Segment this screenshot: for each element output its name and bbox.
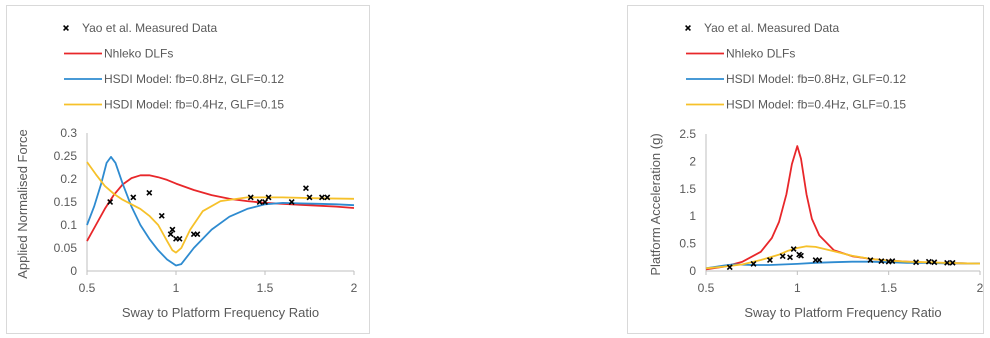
force-legend-marker-0 <box>63 25 69 31</box>
accel-y-tick-label: 0 <box>689 264 696 278</box>
accel-data-point <box>889 258 896 265</box>
force-y-tick-label: 0.2 <box>60 172 77 186</box>
force-data-point <box>158 212 165 219</box>
accel-data-point <box>913 259 920 266</box>
accel-x-tick-label: 1 <box>794 281 801 295</box>
accel-y-tick-label: 2.5 <box>679 127 696 141</box>
accel-data-point <box>944 259 951 266</box>
accel-legend-label-0: Yao et al. Measured Data <box>704 21 840 35</box>
force-data-point <box>306 194 313 201</box>
accel-x-tick-label: 2 <box>977 281 984 295</box>
accel-data-point <box>790 246 797 253</box>
force-data-point <box>146 189 153 196</box>
force-data-point <box>262 199 268 205</box>
accel-legend-label-3: HSDI Model: fb=0.4Hz, GLF=0.15 <box>726 98 906 112</box>
accel-y-tick-label: 1 <box>689 209 696 223</box>
force-data-point <box>256 199 263 205</box>
accel-y-tick-label: 0.5 <box>679 237 696 251</box>
force-data-point <box>176 235 183 242</box>
force-legend-label-2: HSDI Model: fb=0.8Hz, GLF=0.12 <box>104 72 284 86</box>
force-y-tick-label: 0 <box>70 264 77 278</box>
force-data-point <box>247 194 254 201</box>
force-y-tick-label: 0.1 <box>60 218 77 232</box>
accel-data-point <box>798 252 804 259</box>
force-series-line-3 <box>86 161 355 254</box>
accel-data-point <box>925 258 932 265</box>
force-data-point <box>169 226 176 233</box>
force-data-point <box>288 199 295 205</box>
accel-data-point <box>878 258 885 265</box>
accel-y-tick-label: 1.5 <box>679 182 696 196</box>
force-x-tick-label: 2 <box>351 281 358 295</box>
accel-data-point <box>931 259 938 266</box>
accel-x-tick-label: 0.5 <box>698 281 715 295</box>
accel-data-point <box>867 257 874 264</box>
force-data-point <box>318 194 325 201</box>
force-y-axis-title: Applied Normalised Force <box>15 129 30 279</box>
force-series-line-2 <box>86 156 355 267</box>
accel-data-point <box>766 257 773 264</box>
force-data-point <box>324 194 331 201</box>
force-legend-label-1: Nhleko DLFs <box>104 47 173 61</box>
force-data-point <box>302 185 309 192</box>
accel-x-axis-title: Sway to Platform Frequency Ratio <box>744 305 941 320</box>
accel-legend-label-1: Nhleko DLFs <box>726 47 795 61</box>
accel-legend-label-2: HSDI Model: fb=0.8Hz, GLF=0.12 <box>726 72 906 86</box>
accel-legend-marker-0 <box>685 25 691 31</box>
force-legend-label-0: Yao et al. Measured Data <box>82 21 218 35</box>
force-y-tick-label: 0.05 <box>54 241 78 255</box>
force-data-point <box>107 199 114 205</box>
chart-panel-force <box>6 5 370 334</box>
force-data-point <box>130 194 137 201</box>
force-series-line-1 <box>86 174 355 242</box>
chart-panel-acceleration <box>627 5 984 334</box>
accel-data-point <box>779 253 786 260</box>
force-x-tick-label: 1.5 <box>257 281 274 295</box>
accel-series-line-1 <box>705 145 981 271</box>
force-y-tick-label: 0.3 <box>60 126 77 140</box>
accel-y-tick-label: 2 <box>689 154 696 168</box>
accel-y-axis-title: Platform Acceleration (g) <box>648 133 663 275</box>
force-y-tick-label: 0.25 <box>54 149 78 163</box>
accel-data-point <box>816 257 823 264</box>
force-data-point <box>167 231 174 238</box>
accel-data-point <box>750 260 757 267</box>
accel-data-point <box>787 254 793 261</box>
force-x-axis-title: Sway to Platform Frequency Ratio <box>122 305 319 320</box>
force-y-tick-label: 0.15 <box>54 195 78 209</box>
accel-data-point <box>949 259 956 266</box>
force-data-point <box>194 231 201 238</box>
force-x-tick-label: 0.5 <box>79 281 96 295</box>
force-x-tick-label: 1 <box>173 281 180 295</box>
accel-x-tick-label: 1.5 <box>880 281 897 295</box>
force-data-point <box>265 194 272 201</box>
force-legend-label-3: HSDI Model: fb=0.4Hz, GLF=0.15 <box>104 98 284 112</box>
accel-data-point <box>726 264 733 271</box>
